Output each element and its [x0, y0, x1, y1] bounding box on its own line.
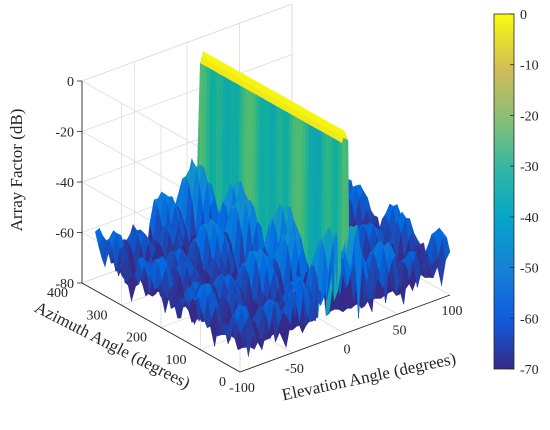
x-axis-label: Elevation Angle (degrees) [280, 349, 458, 404]
axis-lines [81, 282, 451, 373]
y-tick-label: 0 [219, 375, 226, 390]
z-tick-label: 0 [67, 75, 74, 90]
colorbar-tick-label: -60 [520, 312, 539, 327]
z-tick-label: -20 [55, 126, 74, 141]
z-tick-label: -60 [55, 227, 74, 242]
colorbar: 0 -10 -20 -30 -40 -50 -60 -70 [493, 8, 539, 378]
y-tick-label: 100 [166, 353, 187, 368]
colorbar-gradient [493, 13, 515, 370]
y-tick-label: 400 [47, 286, 68, 301]
z-tick-label: -40 [55, 176, 74, 191]
x-tick-label: 50 [393, 323, 407, 338]
z-tick-label: -80 [55, 277, 74, 292]
x-tick-label: -100 [229, 381, 255, 396]
x-tick-label: -50 [285, 362, 304, 377]
colorbar-tick-label: -40 [520, 211, 539, 226]
x-tick-label: 100 [442, 304, 463, 319]
surface-patch [442, 237, 451, 261]
colorbar-tick-label: -30 [520, 160, 539, 175]
axes-layer: -80 -60 -40 -20 0 0 100 200 300 400 -100 -50 0 50 100 [47, 75, 463, 396]
z-axis-label: Array Factor (dB) [7, 109, 26, 232]
y-tick-label: 300 [87, 308, 108, 323]
surface-layer [95, 51, 451, 357]
colorbar-tick-label: 0 [520, 8, 527, 23]
colorbar-tick-label: -20 [520, 109, 539, 124]
colorbar-tick-label: -10 [520, 59, 539, 74]
colorbar-tick-label: -50 [520, 262, 539, 277]
x-tick-label: 0 [344, 343, 351, 358]
y-tick-label: 200 [126, 331, 147, 346]
colorbar-tick-label: -70 [520, 363, 539, 378]
